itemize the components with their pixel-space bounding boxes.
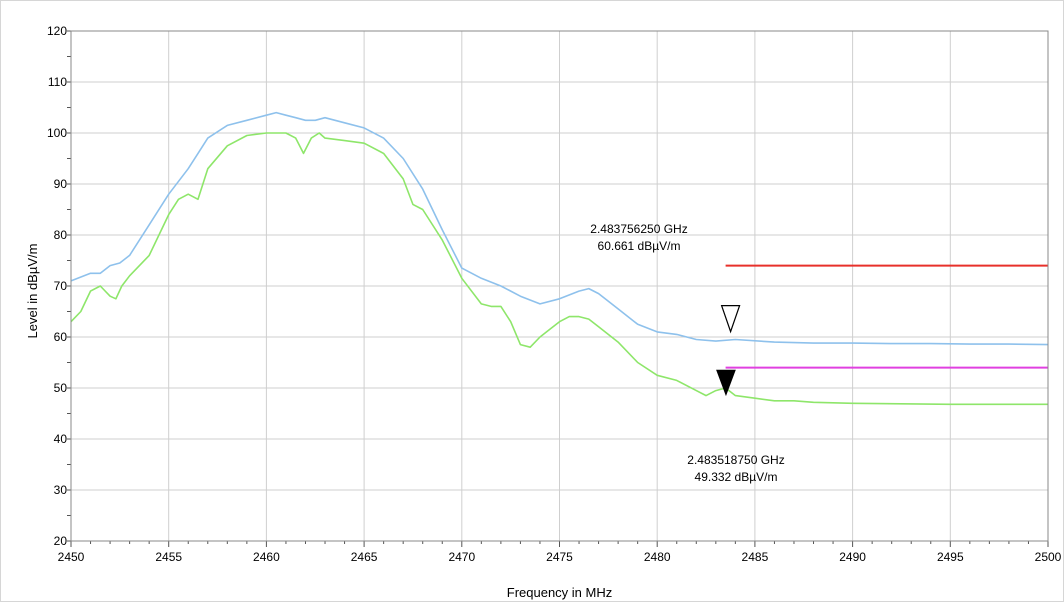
plot-border bbox=[70, 30, 1049, 542]
x-tick-label: 2490 bbox=[839, 550, 866, 564]
peak-marker bbox=[720, 305, 741, 334]
average-trace bbox=[70, 132, 1048, 406]
x-tick-label: 2470 bbox=[448, 550, 475, 564]
x-tick-label: 2485 bbox=[742, 550, 769, 564]
y-tick-label: 40 bbox=[54, 432, 68, 446]
x-tick-label: 2455 bbox=[155, 550, 182, 564]
y-tick-label: 100 bbox=[47, 126, 67, 140]
peak-marker-frequency: 2.483756250 GHz bbox=[590, 222, 687, 236]
x-axis-label: Frequency in MHz bbox=[507, 585, 612, 600]
limit-lines bbox=[725, 264, 1048, 369]
x-tick-label: 2460 bbox=[253, 550, 280, 564]
y-tick-label: 120 bbox=[47, 24, 67, 38]
x-tick-label: 2480 bbox=[644, 550, 671, 564]
x-tick-label: 2495 bbox=[937, 550, 964, 564]
tick-labels: 2450 2455 2460 2465 2470 2475 2480 2485 2490 2495… bbox=[47, 24, 1062, 564]
x-tick-label: 2500 bbox=[1035, 550, 1062, 564]
average-marker-frequency: 2.483518750 GHz bbox=[687, 453, 784, 467]
x-tick-label: 2465 bbox=[351, 550, 378, 564]
y-tick-label: 90 bbox=[54, 177, 68, 191]
trace-lines bbox=[70, 111, 1049, 406]
y-tick-label: 60 bbox=[54, 330, 68, 344]
markers bbox=[716, 305, 741, 397]
y-axis-label: Level in dBµV/m bbox=[25, 244, 40, 339]
average-marker-level: 49.332 dBµV/m bbox=[695, 470, 778, 484]
x-tick-label: 2475 bbox=[546, 550, 573, 564]
y-tick-label: 30 bbox=[54, 483, 68, 497]
y-tick-label: 20 bbox=[54, 534, 68, 548]
y-tick-label: 80 bbox=[54, 228, 68, 242]
average-marker bbox=[716, 369, 736, 397]
marker-annotations: 2.483756250 GHz 60.661 dBµV/m 2.483518750 … bbox=[590, 222, 784, 484]
peak-marker-level: 60.661 dBµV/m bbox=[598, 239, 681, 253]
y-tick-label: 110 bbox=[48, 75, 67, 89]
peak-trace bbox=[70, 111, 1049, 346]
x-tick-label: 2450 bbox=[58, 550, 85, 564]
y-tick-label: 70 bbox=[54, 279, 68, 293]
y-tick-label: 50 bbox=[54, 381, 68, 395]
